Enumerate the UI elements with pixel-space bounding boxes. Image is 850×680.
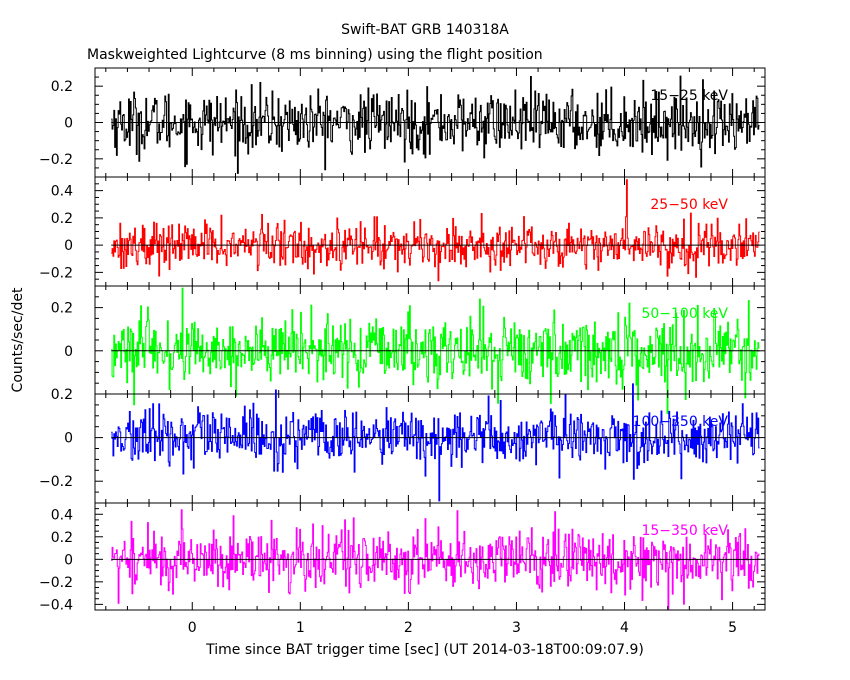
y-tick-label: −0.2 bbox=[39, 474, 73, 490]
y-tick-label: 0 bbox=[64, 344, 73, 360]
panel-frame bbox=[94, 176, 766, 287]
x-tick-label: 1 bbox=[296, 620, 305, 636]
panels-group: −0.2 0 0.2 15−25 keV −0.2 0 0.2 0.4 25−50 keV 0 0.… bbox=[39, 67, 766, 636]
x-tick-label: 5 bbox=[728, 620, 737, 636]
y-axis-label: Counts/sec/det bbox=[10, 287, 26, 392]
y-tick-label: 0.4 bbox=[51, 507, 73, 523]
band-label: 15−25 keV bbox=[650, 88, 728, 104]
chart-subtitle: Maskweighted Lightcurve (8 ms binning) u… bbox=[87, 47, 543, 63]
y-tick-label: 0.2 bbox=[51, 79, 73, 95]
y-tick-label: 0.2 bbox=[51, 387, 73, 403]
panel-frame bbox=[94, 502, 766, 611]
y-tick-label: 0.4 bbox=[51, 184, 73, 200]
y-tick-label: −0.2 bbox=[39, 152, 73, 168]
series-trace bbox=[111, 383, 760, 502]
band-label: 100−350 keV bbox=[633, 414, 729, 430]
y-tick-label: −0.2 bbox=[39, 575, 73, 591]
panel-15-25-kev: −0.2 0 0.2 15−25 keV bbox=[39, 67, 766, 178]
chart-title: Swift-BAT GRB 140318A bbox=[341, 22, 509, 38]
band-label: 25−50 keV bbox=[650, 197, 728, 213]
panel-25-50-kev: −0.2 0 0.2 0.4 25−50 keV bbox=[39, 176, 766, 287]
band-label: 15−350 keV bbox=[641, 523, 728, 539]
series-trace bbox=[111, 509, 760, 610]
y-tick-label: −0.4 bbox=[39, 597, 73, 613]
y-tick-label: 0 bbox=[64, 116, 73, 132]
band-label: 50−100 keV bbox=[641, 306, 728, 322]
panel-15-350-kev: −0.4 −0.2 0 0.2 0.4 15−350 keV bbox=[39, 502, 766, 613]
y-tick-label: 0 bbox=[64, 431, 73, 447]
x-tick-label: 4 bbox=[620, 620, 629, 636]
y-tick-label: 0.2 bbox=[51, 211, 73, 227]
y-tick-label: 0.2 bbox=[51, 530, 73, 546]
series-trace bbox=[111, 179, 760, 282]
x-tick-label: 0 bbox=[188, 620, 197, 636]
y-tick-label: 0 bbox=[64, 238, 73, 254]
y-tick-label: 0.2 bbox=[51, 301, 73, 317]
x-tick-label: 2 bbox=[404, 620, 413, 636]
panel-100-350-kev: −0.2 0 0.2 100−350 keV bbox=[39, 383, 766, 504]
x-axis-label: Time since BAT trigger time [sec] (UT 20… bbox=[205, 642, 644, 658]
y-tick-label: 0 bbox=[64, 552, 73, 568]
x-tick-label: 3 bbox=[512, 620, 521, 636]
y-tick-label: −0.2 bbox=[39, 265, 73, 281]
